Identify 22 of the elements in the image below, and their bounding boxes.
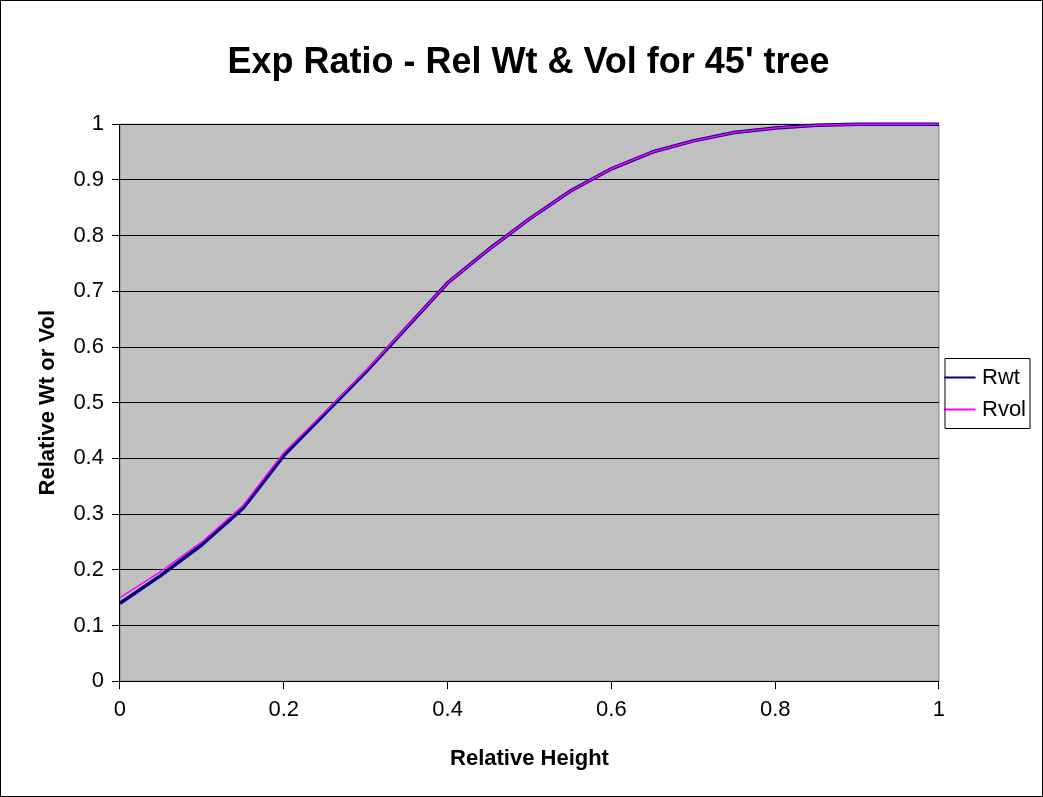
x-tick-label: 0.6 [596, 696, 627, 722]
chart-title: Exp Ratio - Rel Wt & Vol for 45' tree [227, 39, 830, 81]
x-tick-label: 1 [932, 696, 946, 722]
y-tick-label: 0.6 [73, 333, 104, 359]
y-tick-label: 0 [91, 667, 104, 693]
legend-label: Rwt [981, 363, 1020, 389]
y-tick-label: 0.9 [73, 165, 104, 191]
y-tick-label: 0.4 [73, 444, 104, 470]
legend-label: Rvol [981, 395, 1026, 421]
y-tick-label: 0.7 [73, 277, 104, 303]
x-tick-label: 0.2 [268, 696, 300, 722]
x-tick-label: 0.8 [759, 696, 791, 722]
y-tick-label: 0.1 [73, 611, 104, 637]
y-axis-title: Relative Wt or Vol [34, 310, 60, 496]
x-tick-label: 0.4 [432, 696, 463, 722]
y-tick-label: 1 [91, 110, 104, 136]
y-tick-label: 0.3 [73, 500, 104, 526]
y-tick-label: 0.5 [73, 388, 104, 414]
y-tick-label: 0.2 [73, 555, 104, 581]
x-axis-title: Relative Height [450, 744, 610, 770]
x-tick-label: 0 [113, 696, 127, 722]
y-tick-label: 0.8 [73, 221, 104, 247]
